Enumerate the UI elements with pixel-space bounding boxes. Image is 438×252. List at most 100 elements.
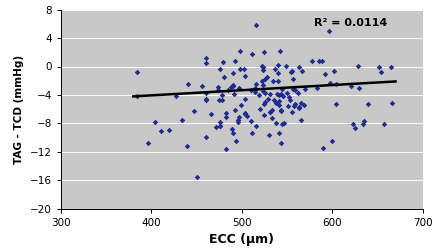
- Point: [292, 102, 299, 106]
- Point: [276, 131, 283, 135]
- Point: [258, 64, 265, 68]
- Point: [241, 97, 248, 101]
- Point: [365, 102, 372, 106]
- Point: [290, 77, 297, 81]
- Point: [273, 92, 280, 97]
- Point: [256, 93, 263, 97]
- Point: [355, 64, 362, 68]
- Point: [223, 111, 230, 115]
- Point: [261, 102, 268, 106]
- Point: [388, 65, 395, 69]
- Point: [133, 94, 140, 98]
- Point: [298, 118, 305, 122]
- Point: [261, 113, 268, 117]
- Point: [270, 79, 277, 83]
- Point: [232, 59, 239, 63]
- Point: [248, 88, 255, 92]
- Point: [355, 86, 362, 90]
- Point: [284, 104, 291, 108]
- Point: [350, 122, 357, 126]
- Point: [318, 59, 325, 63]
- Point: [260, 65, 267, 69]
- Y-axis label: TAG - TCD (mmHg): TAG - TCD (mmHg): [14, 55, 25, 164]
- Point: [193, 175, 200, 179]
- Point: [320, 146, 327, 150]
- Point: [278, 108, 285, 112]
- Point: [158, 129, 165, 133]
- Point: [264, 75, 271, 79]
- Point: [237, 49, 244, 53]
- Point: [297, 101, 304, 105]
- Point: [253, 82, 260, 86]
- Point: [375, 65, 382, 69]
- Point: [230, 71, 237, 75]
- Point: [261, 100, 268, 104]
- Point: [274, 63, 281, 67]
- Point: [266, 92, 273, 96]
- Point: [286, 98, 293, 102]
- Point: [389, 101, 396, 105]
- Point: [285, 95, 292, 99]
- Point: [290, 87, 297, 91]
- Point: [259, 68, 266, 72]
- Point: [233, 139, 240, 143]
- Point: [332, 82, 339, 86]
- Point: [202, 97, 209, 101]
- Point: [166, 129, 173, 133]
- Point: [309, 59, 316, 63]
- Point: [287, 70, 294, 74]
- Point: [235, 119, 242, 123]
- Point: [230, 92, 237, 96]
- Point: [240, 67, 247, 71]
- Point: [288, 110, 295, 114]
- Point: [145, 141, 152, 145]
- Point: [277, 109, 284, 113]
- Point: [220, 60, 227, 64]
- X-axis label: ECC (μm): ECC (μm): [209, 233, 274, 246]
- Point: [238, 103, 245, 107]
- Point: [229, 83, 236, 87]
- Point: [235, 86, 242, 90]
- Point: [328, 139, 336, 143]
- Point: [262, 77, 269, 81]
- Point: [252, 124, 259, 128]
- Point: [219, 93, 226, 97]
- Point: [295, 91, 302, 95]
- Point: [215, 88, 222, 92]
- Point: [251, 88, 258, 92]
- Point: [378, 70, 385, 74]
- Point: [212, 125, 219, 129]
- Point: [280, 121, 287, 125]
- Point: [280, 93, 287, 98]
- Point: [272, 121, 279, 125]
- Point: [217, 67, 224, 71]
- Point: [208, 112, 215, 116]
- Point: [300, 103, 307, 107]
- Point: [261, 49, 268, 53]
- Point: [296, 105, 303, 109]
- Point: [229, 131, 236, 135]
- Point: [202, 56, 209, 60]
- Point: [292, 88, 299, 92]
- Point: [291, 104, 298, 108]
- Point: [271, 67, 278, 71]
- Point: [184, 144, 191, 148]
- Point: [241, 74, 248, 78]
- Point: [225, 88, 232, 92]
- Point: [315, 59, 322, 63]
- Point: [215, 98, 222, 102]
- Point: [332, 102, 339, 106]
- Point: [276, 93, 283, 97]
- Point: [191, 109, 198, 113]
- Point: [251, 86, 258, 90]
- Point: [247, 119, 254, 123]
- Point: [296, 65, 303, 69]
- Point: [221, 75, 228, 79]
- Point: [359, 122, 366, 126]
- Point: [241, 112, 248, 116]
- Point: [173, 94, 180, 99]
- Point: [223, 115, 230, 119]
- Point: [261, 91, 268, 95]
- Point: [251, 90, 258, 94]
- Point: [184, 82, 191, 86]
